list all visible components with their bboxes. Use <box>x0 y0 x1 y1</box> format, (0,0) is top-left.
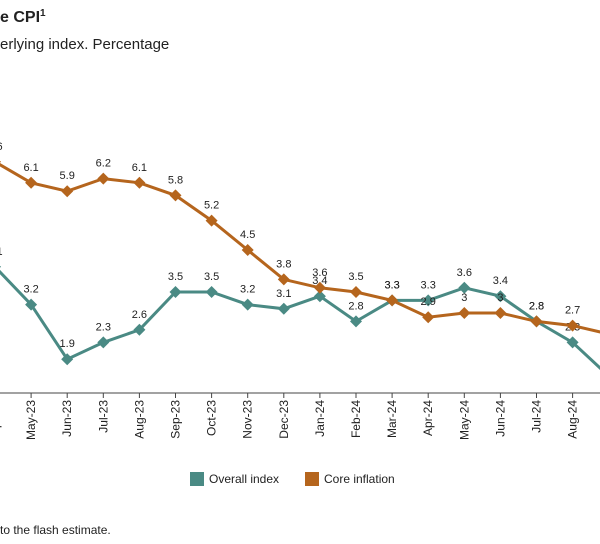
x-tick-label: Jul-23 <box>96 400 110 433</box>
marker <box>422 311 435 324</box>
series-line <box>0 162 600 334</box>
marker <box>61 353 74 366</box>
data-label: 2.3 <box>96 321 111 333</box>
data-label: 2.9 <box>421 296 436 308</box>
marker <box>241 298 254 311</box>
marker <box>169 286 182 298</box>
data-label: 3.3 <box>421 279 436 291</box>
data-label: 2.6 <box>132 309 147 321</box>
data-label: 3.3 <box>384 279 399 291</box>
marker <box>566 336 579 349</box>
data-label: 3 <box>461 292 467 304</box>
marker <box>458 307 471 319</box>
marker <box>277 273 290 286</box>
legend-label: Overall index <box>209 472 279 486</box>
x-tick-label: Jul-24 <box>530 400 544 433</box>
data-label: 2.8 <box>529 300 544 312</box>
marker <box>313 290 326 303</box>
x-tick-label: Oct-23 <box>205 400 219 436</box>
data-label: 3.5 <box>168 271 183 283</box>
x-tick-label: Feb-24 <box>349 400 363 438</box>
data-label: 3.4 <box>312 275 327 287</box>
data-label: 3.5 <box>348 271 363 283</box>
marker <box>386 294 399 307</box>
marker <box>241 244 254 256</box>
data-label: 3.6 <box>312 267 327 279</box>
marker <box>566 319 579 332</box>
data-label: 3.2 <box>23 284 38 296</box>
marker <box>205 286 218 298</box>
data-label: 2.7 <box>565 305 580 317</box>
marker <box>133 176 146 189</box>
x-tick-label: Jun-24 <box>493 400 507 437</box>
x-tick-label: Aug-23 <box>132 400 146 439</box>
marker <box>313 281 326 294</box>
legend-swatch <box>305 472 319 486</box>
marker <box>25 176 38 189</box>
x-tick-label: Apr-24 <box>421 400 435 436</box>
marker <box>133 323 146 336</box>
data-label: 3 <box>497 292 503 304</box>
data-label: 3.3 <box>384 279 399 291</box>
legend-label: Core inflation <box>324 472 395 486</box>
x-tick-label: Sep-23 <box>169 400 183 439</box>
data-label: 3.5 <box>204 271 219 283</box>
marker <box>0 160 1 163</box>
series-line <box>0 269 600 370</box>
marker <box>277 302 290 315</box>
marker <box>0 265 1 268</box>
data-label: 2.8 <box>529 300 544 312</box>
data-label: 5.9 <box>60 170 75 182</box>
x-tick-label: Mar-24 <box>385 400 399 438</box>
footnote: to the flash estimate. <box>0 523 111 537</box>
plot: Apr-23 May-23 Jun-23 Jul-23 Aug-23 Sep-23 Oct-… <box>0 141 600 486</box>
x-tick-label: Nov-23 <box>241 400 255 439</box>
chart-subtitle: erlying index. Percentage <box>0 36 169 53</box>
data-label: 5.8 <box>168 174 183 186</box>
marker <box>169 189 182 202</box>
marker <box>350 315 362 328</box>
data-label: 3.6 <box>457 267 472 279</box>
marker <box>530 315 543 328</box>
marker <box>205 214 218 227</box>
marker <box>61 185 74 198</box>
legend-swatch <box>190 472 204 486</box>
data-label: 6.2 <box>96 158 111 170</box>
x-tick-label: Jun-23 <box>60 400 74 437</box>
marker <box>422 294 435 307</box>
marker <box>350 286 362 298</box>
x-tick-label: May-23 <box>24 400 38 440</box>
marker <box>494 290 507 303</box>
data-label: 3.4 <box>493 275 508 287</box>
data-label: 2.8 <box>348 300 363 312</box>
data-label: 4.1 <box>0 246 3 258</box>
marker <box>458 281 471 294</box>
data-label: 3.1 <box>276 288 291 300</box>
x-tick-label: Dec-23 <box>277 400 291 439</box>
data-label: 3.2 <box>240 284 255 296</box>
marker <box>494 307 507 319</box>
x-tick-label: Aug-24 <box>566 400 580 439</box>
data-label: 6.1 <box>132 162 147 174</box>
data-label: 5.2 <box>204 200 219 212</box>
x-tick-label: Apr-23 <box>0 400 2 436</box>
data-label: 1.9 <box>60 338 75 350</box>
marker <box>97 172 110 185</box>
data-label: 4.5 <box>240 229 255 241</box>
data-label: 6.1 <box>23 162 38 174</box>
x-tick-label: May-24 <box>457 400 471 440</box>
data-label: 6.6 <box>0 141 3 153</box>
data-label: 3.8 <box>276 258 291 270</box>
x-tick-label: Jan-24 <box>313 400 327 437</box>
marker <box>97 336 110 349</box>
chart-title: e CPI1 <box>0 8 46 26</box>
marker <box>25 298 38 311</box>
